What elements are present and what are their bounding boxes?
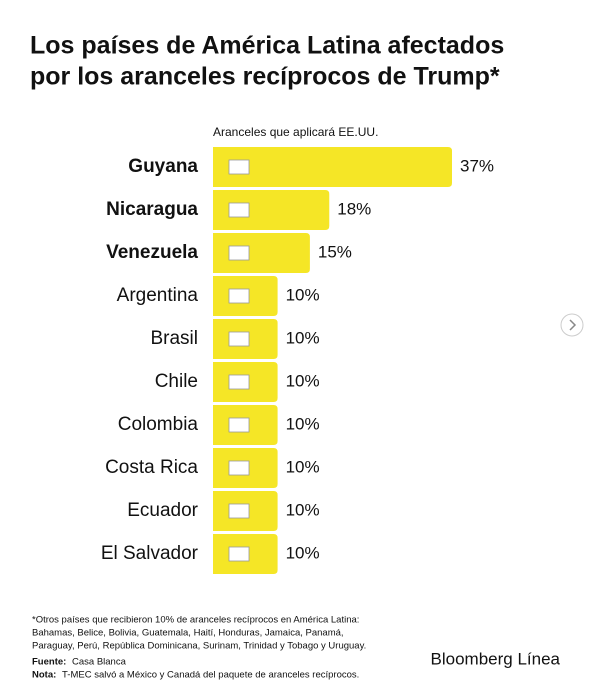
source-label: Fuente: bbox=[32, 657, 66, 668]
note: T-MEC salvó a México y Canadá del paquet… bbox=[62, 670, 359, 681]
bar bbox=[213, 147, 452, 187]
category-label: Costa Rica bbox=[105, 457, 198, 478]
flag bbox=[228, 417, 250, 433]
value-label: 10% bbox=[286, 414, 320, 433]
flag bbox=[228, 202, 250, 218]
category-label: El Salvador bbox=[101, 543, 199, 564]
flag bbox=[228, 546, 250, 562]
bar bbox=[213, 233, 310, 273]
value-label: 18% bbox=[337, 199, 371, 218]
category-label: Argentina bbox=[117, 285, 199, 306]
next-button[interactable] bbox=[560, 313, 584, 337]
value-label: 37% bbox=[460, 156, 494, 175]
flag bbox=[228, 159, 250, 175]
footnote: Bahamas, Belice, Bolivia, Guatemala, Hai… bbox=[32, 628, 344, 639]
value-label: 10% bbox=[286, 500, 320, 519]
category-label: Ecuador bbox=[127, 500, 198, 521]
category-label: Chile bbox=[155, 371, 198, 392]
category-label: Guyana bbox=[128, 156, 198, 177]
category-label: Nicaragua bbox=[106, 199, 198, 220]
footnote: Paraguay, Perú, República Dominicana, Su… bbox=[32, 641, 366, 652]
flag bbox=[228, 374, 250, 390]
flag bbox=[228, 245, 250, 261]
chart-title: Los países de América Latina afectados bbox=[30, 32, 504, 60]
flag bbox=[228, 331, 250, 347]
value-label: 10% bbox=[286, 328, 320, 347]
flag bbox=[228, 503, 250, 519]
source: Casa Blanca bbox=[72, 657, 127, 668]
value-label: 10% bbox=[286, 371, 320, 390]
value-label: 15% bbox=[318, 242, 352, 261]
value-label: 10% bbox=[286, 457, 320, 476]
value-label: 10% bbox=[286, 543, 320, 562]
flag bbox=[228, 288, 250, 304]
flag bbox=[228, 460, 250, 476]
category-label: Brasil bbox=[150, 328, 198, 349]
bar bbox=[213, 190, 330, 230]
note-label: Nota: bbox=[32, 670, 56, 681]
category-label: Venezuela bbox=[106, 242, 198, 263]
brand: Bloomberg Línea bbox=[431, 649, 561, 668]
subtitle: Aranceles que aplicará EE.UU. bbox=[213, 125, 378, 139]
next-button-circle[interactable] bbox=[560, 313, 584, 337]
value-label: 10% bbox=[286, 285, 320, 304]
next-arrow[interactable] bbox=[569, 319, 577, 331]
footnote: *Otros países que recibieron 10% de aran… bbox=[32, 615, 359, 626]
category-label: Colombia bbox=[118, 414, 199, 435]
chart-title: por los aranceles recíprocos de Trump* bbox=[30, 63, 500, 91]
